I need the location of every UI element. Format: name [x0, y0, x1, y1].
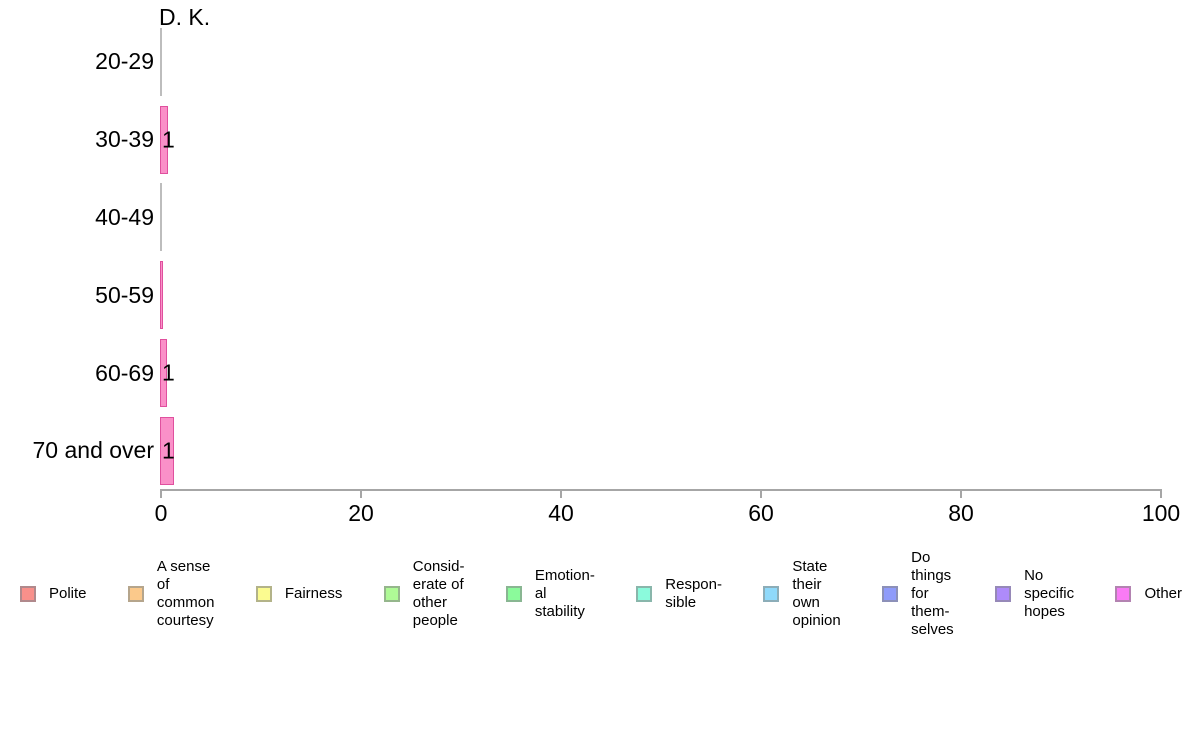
- chart-row: 40-49: [0, 179, 1188, 257]
- legend-swatch: [505, 586, 522, 602]
- legend-item: Emotion- al stability: [505, 567, 595, 621]
- plot-area: 20-29 30-39 1 40-49 50-59 60-69 1 70 and over 1: [0, 23, 1188, 490]
- legend-item: Other: [1115, 585, 1182, 603]
- bar: [160, 339, 167, 408]
- chart-row: 70 and over 1: [0, 412, 1188, 490]
- bar: [160, 416, 174, 485]
- bar-zone: [160, 23, 1188, 101]
- bar: [160, 261, 163, 330]
- legend-label: Emotion- al stability: [534, 567, 595, 620]
- legend-label: Consid- erate of other people: [412, 558, 465, 629]
- x-axis-tick: [360, 491, 362, 498]
- x-axis-tick: [1160, 491, 1162, 498]
- bar-value-label: 1: [162, 126, 175, 153]
- legend-label: A sense of common courtesy: [156, 558, 215, 629]
- legend-item: Consid- erate of other people: [383, 558, 465, 630]
- y-axis-label: 50-59: [95, 281, 154, 308]
- legend-label: Fairness: [284, 585, 343, 602]
- x-axis-tick-label: 20: [348, 500, 374, 526]
- bar-zone: 1: [160, 412, 1188, 490]
- x-axis-tick-label: 60: [748, 500, 774, 526]
- chart-title: D. K.: [159, 4, 211, 30]
- y-axis-label: 20-29: [95, 48, 154, 75]
- legend-swatch: [20, 586, 36, 602]
- legend-swatch: [763, 586, 780, 602]
- legend-label: State their own opinion: [792, 558, 841, 629]
- bar-zone: 1: [160, 334, 1188, 412]
- x-axis-tick: [960, 491, 962, 498]
- legend: Polite A sense of common courtesy Fairness…: [20, 549, 1182, 639]
- legend-item: Fairness: [255, 585, 343, 603]
- chart-row: 60-69 1: [0, 334, 1188, 412]
- legend-label: Polite: [49, 585, 87, 602]
- x-axis-line: [160, 489, 1162, 491]
- bar-zone: 1: [160, 101, 1188, 179]
- legend-swatch: [882, 586, 899, 602]
- legend-swatch: [995, 586, 1012, 602]
- legend-item: Respon- sible: [636, 576, 722, 612]
- chart-row: 50-59: [0, 256, 1188, 334]
- bar: [160, 105, 168, 174]
- x-axis-tick-label: 40: [548, 500, 574, 526]
- legend-label: Do things for them- selves: [911, 549, 954, 638]
- x-axis-tick: [160, 491, 162, 498]
- x-axis-tick-label: 0: [154, 500, 168, 526]
- legend-item: A sense of common courtesy: [127, 558, 215, 630]
- y-axis-label: 30-39: [95, 126, 154, 153]
- x-axis-tick: [760, 491, 762, 498]
- y-axis-label: 70 and over: [32, 437, 154, 464]
- legend-item: No specific hopes: [995, 567, 1074, 621]
- legend-item: State their own opinion: [763, 558, 841, 630]
- bar-value-label: 1: [162, 437, 175, 464]
- legend-swatch: [255, 586, 272, 602]
- legend-swatch: [127, 586, 144, 602]
- legend-swatch: [636, 586, 653, 602]
- legend-label: No specific hopes: [1024, 567, 1075, 620]
- legend-swatch: [383, 586, 400, 602]
- legend-item: Polite: [20, 585, 87, 603]
- zero-value-bar-line: [160, 27, 162, 96]
- legend-item: Do things for them- selves: [882, 549, 954, 639]
- y-axis-label: 60-69: [95, 359, 154, 386]
- chart-row: 30-39 1: [0, 101, 1188, 179]
- x-axis-tick-label: 100: [1141, 500, 1181, 526]
- chart-row: 20-29: [0, 23, 1188, 101]
- legend-swatch: [1115, 586, 1132, 602]
- bar-value-label: 1: [162, 359, 175, 386]
- x-axis-tick-label: 80: [948, 500, 974, 526]
- y-axis-label: 40-49: [95, 203, 154, 230]
- bar-zone: [160, 179, 1188, 257]
- x-axis-tick: [560, 491, 562, 498]
- legend-label: Other: [1144, 585, 1182, 602]
- legend-label: Respon- sible: [665, 576, 722, 611]
- zero-value-bar-line: [160, 183, 162, 252]
- bar-zone: [160, 256, 1188, 334]
